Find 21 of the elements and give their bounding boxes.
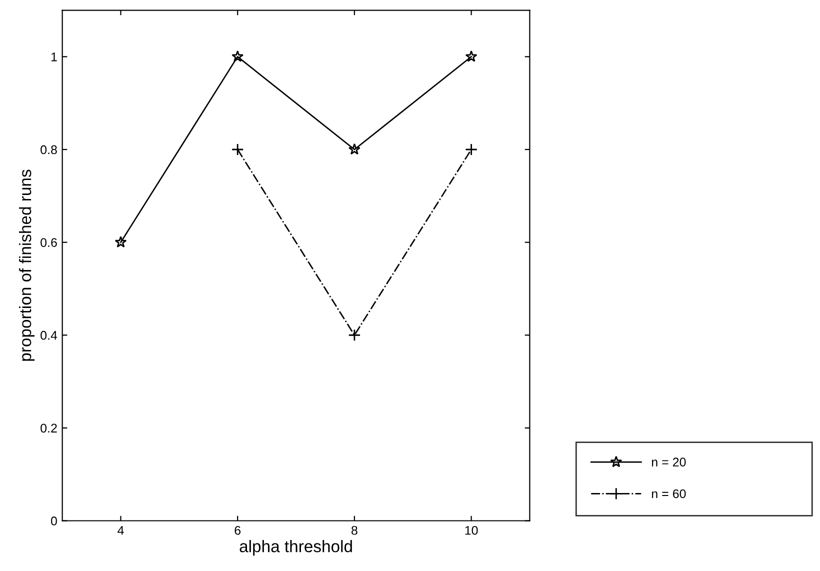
legend-label: n = 60 (652, 489, 686, 498)
x-tick-label: 10 (465, 526, 478, 535)
y-axis-title: proportion of finished runs (18, 170, 35, 361)
x-tick-label: 4 (118, 526, 124, 535)
x-tick-label: 6 (234, 526, 241, 535)
y-tick-label: 0.2 (40, 424, 57, 433)
y-tick-label: 0 (50, 516, 57, 526)
point (348, 328, 361, 342)
x-tick-label: 8 (352, 526, 358, 535)
y-tick-label: 0.8 (40, 145, 57, 154)
point (348, 143, 360, 155)
point (465, 143, 478, 156)
y-tick-label: 1 (51, 52, 57, 62)
y-tick-label: 0.6 (40, 238, 57, 247)
point (465, 50, 478, 62)
point (232, 50, 244, 62)
x-axis-title: alpha threshold (240, 540, 352, 556)
point (231, 143, 244, 156)
y-tick-label: 0.4 (40, 330, 58, 340)
point (114, 236, 127, 248)
legend-label: n = 20 (652, 458, 686, 467)
